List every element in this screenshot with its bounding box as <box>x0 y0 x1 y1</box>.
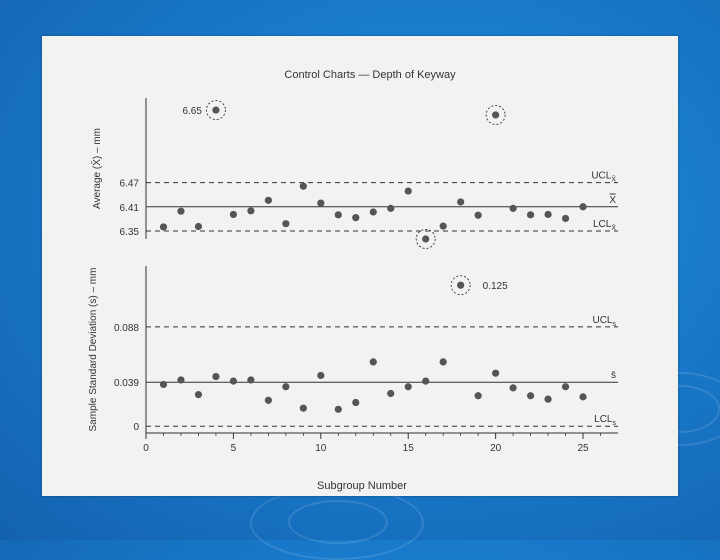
xbar-data-point <box>526 211 535 219</box>
s-data-point <box>422 377 430 385</box>
s-center-line-label: s̄ <box>611 370 616 381</box>
s-data-point <box>561 383 570 391</box>
xbar-data-point <box>229 210 238 219</box>
xbar-data-point <box>474 211 482 219</box>
s-x-tick-label: 25 <box>577 443 589 454</box>
xbar-data-point <box>159 223 168 231</box>
xbar-data-point <box>579 203 587 211</box>
s-x-tick-label: 15 <box>403 443 415 454</box>
s-data-point <box>509 384 517 392</box>
s-data-point <box>404 383 412 391</box>
s-y-tick-label: 0.088 <box>114 323 139 334</box>
s-data-point <box>544 395 552 403</box>
ripple-decoration <box>288 500 388 544</box>
xbar-data-point <box>317 199 325 207</box>
s-ucl-line-label: UCLs <box>592 315 616 328</box>
xbar-data-point <box>177 207 185 215</box>
xbar-data-point <box>439 222 447 230</box>
xbar-data-point <box>212 106 220 114</box>
s-x-tick-label: 20 <box>490 443 502 454</box>
xbar-data-point <box>247 207 255 215</box>
s-annotation-label: 0.125 <box>483 281 508 292</box>
s-data-point <box>457 281 465 289</box>
xbar-data-point <box>387 204 395 212</box>
scanned-chart-page: Control Charts — Depth of Keyway 6.35 6.41… <box>42 36 678 496</box>
s-data-point <box>212 372 220 381</box>
xbar-data-point <box>282 220 290 228</box>
xbar-y-tick-label: 6.35 <box>120 227 140 238</box>
xbar-lcl-line-label: LCLX̄ <box>593 219 616 232</box>
s-x-tick-label: 10 <box>315 443 327 454</box>
xbar-outlier-marker <box>485 104 506 125</box>
s-data-point <box>282 383 290 391</box>
xbar-data-point <box>509 204 517 212</box>
s-data-point <box>492 369 500 377</box>
s-data-point <box>159 380 168 389</box>
s-outlier-marker <box>450 275 471 296</box>
s-data-point <box>229 377 238 385</box>
xbar-y-tick-label: 6.47 <box>120 179 140 190</box>
x-axis-title: Subgroup Number <box>317 480 407 492</box>
s-data-point <box>317 371 325 380</box>
xbar-annotation-label: 6.65 <box>182 106 202 117</box>
s-data-point <box>194 391 203 399</box>
xbar-data-point <box>544 210 552 219</box>
xbar-y-axis-title: Average (X̄) – mm <box>90 128 103 209</box>
s-data-point <box>387 389 395 398</box>
xbar-y-tick-label: 6.41 <box>120 203 140 214</box>
s-data-point <box>369 358 377 366</box>
s-data-point <box>177 376 185 384</box>
s-data-point <box>579 393 587 401</box>
xbar-data-point <box>352 214 360 222</box>
s-data-point <box>334 405 342 413</box>
s-data-point <box>526 392 535 400</box>
s-data-point <box>299 404 307 412</box>
s-data-point <box>352 398 360 407</box>
xbar-data-point <box>194 222 203 231</box>
xbar-data-point <box>334 211 342 219</box>
s-y-tick-label: 0 <box>133 422 139 433</box>
xbar-center-line-label: X̿ <box>609 193 616 206</box>
s-lcl-line-label: LCLs <box>594 414 616 427</box>
xbar-ucl-line-label: UCLX̄ <box>591 171 616 184</box>
s-y-axis-title: Sample Standard Deviation (s) – mm <box>88 268 99 432</box>
s-data-point <box>264 396 272 404</box>
s-x-tick-label: 5 <box>231 443 237 454</box>
xbar-data-point <box>299 182 307 190</box>
s-data-point <box>439 358 447 366</box>
s-data-point <box>247 376 255 384</box>
s-x-tick-label: 0 <box>143 443 149 454</box>
xbar-data-point <box>561 214 570 223</box>
s-y-tick-label: 0.039 <box>114 378 139 389</box>
control-charts: Control Charts — Depth of Keyway 6.35 6.41… <box>88 69 618 492</box>
xbar-data-point <box>492 111 500 119</box>
xbar-data-point <box>404 187 412 195</box>
xbar-data-point <box>457 198 465 206</box>
xbar-data-point <box>422 235 430 243</box>
xbar-outlier-marker <box>205 100 226 121</box>
xbar-data-point <box>369 208 377 216</box>
s-data-point <box>474 392 482 400</box>
xbar-outlier-marker <box>415 229 436 249</box>
chart-title: Control Charts — Depth of Keyway <box>284 69 456 81</box>
xbar-data-point <box>264 196 272 204</box>
